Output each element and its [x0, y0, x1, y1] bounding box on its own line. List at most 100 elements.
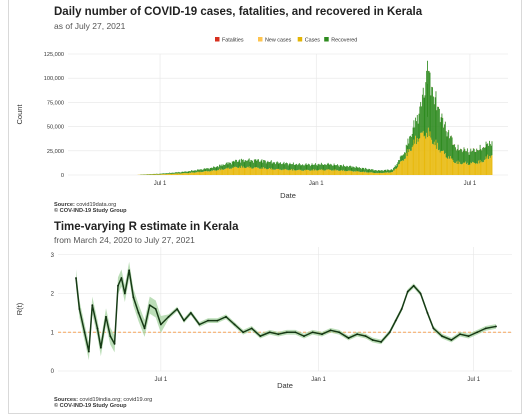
bar-recovered: [217, 166, 219, 170]
bar-recovered: [174, 172, 176, 174]
panel2-copyright: © COV-IND-19 Study Group: [54, 403, 127, 410]
bar-cases: [365, 172, 367, 175]
panel1-y-tick-label: 75,000: [47, 100, 64, 106]
bar-recovered: [364, 169, 366, 173]
bar-cases: [491, 155, 493, 175]
bar-cases: [163, 174, 164, 175]
bar-cases: [453, 162, 455, 175]
bar-recovered: [326, 163, 328, 170]
bar-cases: [356, 171, 358, 175]
r-point: [441, 335, 443, 338]
bar-cases: [317, 170, 319, 175]
bar-recovered: [396, 164, 398, 168]
bar-recovered: [162, 173, 164, 175]
bar-recovered: [238, 160, 240, 168]
panel1-y-tick-label: 125,000: [44, 52, 64, 58]
bar-cases: [160, 174, 162, 175]
bar-recovered: [236, 159, 237, 167]
bar-recovered: [420, 102, 422, 133]
bar-recovered: [262, 162, 264, 169]
r-point: [83, 331, 86, 334]
bar-recovered: [311, 163, 313, 170]
bar-cases: [171, 173, 173, 175]
r-point: [87, 350, 90, 353]
bar-cases: [244, 167, 246, 175]
bar-recovered: [189, 171, 191, 173]
bar-recovered: [484, 147, 486, 160]
bar-recovered: [456, 149, 458, 164]
bar-recovered: [433, 104, 435, 142]
r-point: [364, 335, 367, 338]
bar-recovered: [236, 161, 238, 168]
bar-recovered: [335, 165, 337, 170]
bar-recovered: [346, 165, 348, 172]
bar-cases: [477, 163, 478, 175]
bar-recovered: [172, 172, 174, 174]
bar-recovered: [298, 164, 299, 170]
bar-recovered: [348, 165, 350, 171]
bar-cases: [237, 167, 239, 175]
r-point: [99, 346, 102, 349]
bar-recovered: [390, 169, 392, 173]
r-point: [268, 331, 271, 334]
bar-recovered: [160, 173, 162, 175]
bar-cases: [286, 169, 288, 175]
bar-recovered: [264, 160, 266, 169]
bar-recovered: [320, 162, 322, 170]
panel2-x-tick-label: Jan 1: [311, 377, 326, 383]
bar-recovered: [391, 169, 393, 173]
bar-cases: [478, 163, 480, 175]
bar-recovered: [321, 164, 323, 171]
bar-cases: [193, 172, 195, 175]
bar-recovered: [246, 160, 248, 168]
bar-cases: [312, 170, 314, 175]
bar-cases: [162, 174, 164, 175]
panel2-y-tick-label: 1: [51, 330, 55, 336]
bar-cases: [443, 150, 445, 175]
bar-cases: [295, 170, 297, 175]
bar-cases: [182, 173, 184, 175]
bar-recovered: [194, 170, 196, 173]
bar-cases: [178, 173, 180, 175]
r-point: [303, 335, 305, 338]
bar-recovered: [483, 147, 484, 163]
bar-cases: [281, 170, 282, 175]
bar-cases: [277, 169, 279, 175]
bar-recovered: [207, 168, 209, 172]
bar-recovered: [327, 162, 329, 170]
bar-recovered: [352, 166, 354, 172]
bar-recovered: [168, 172, 170, 174]
bar-recovered: [421, 106, 422, 133]
bar-recovered: [328, 164, 330, 170]
bar-cases: [427, 127, 429, 175]
bar-recovered: [313, 164, 315, 170]
bar-recovered: [237, 161, 239, 168]
bar-recovered: [213, 166, 215, 171]
bar-recovered: [191, 170, 192, 173]
bar-cases: [185, 173, 186, 175]
bar-cases: [329, 169, 331, 175]
bar-cases: [377, 172, 379, 175]
bar-cases: [433, 141, 435, 175]
r-point: [123, 292, 126, 295]
bar-cases: [465, 161, 467, 175]
bar-cases: [181, 173, 183, 175]
bar-recovered: [163, 173, 165, 175]
panel1-x-axis-label: Date: [280, 191, 296, 200]
bar-recovered: [258, 159, 259, 168]
bar-recovered: [440, 117, 442, 151]
bar-recovered: [303, 165, 304, 171]
bar-cases: [351, 171, 353, 175]
bar-recovered: [472, 150, 473, 162]
bar-cases: [247, 167, 249, 175]
bar-cases: [444, 154, 445, 175]
bar-cases: [235, 166, 237, 175]
bar-recovered: [181, 171, 183, 174]
bar-cases: [219, 170, 221, 175]
r-point: [426, 311, 429, 314]
r-point: [105, 315, 107, 318]
bar-cases: [165, 174, 167, 175]
bar-cases: [269, 169, 271, 175]
bar-cases: [170, 173, 172, 175]
bar-cases: [259, 168, 261, 175]
